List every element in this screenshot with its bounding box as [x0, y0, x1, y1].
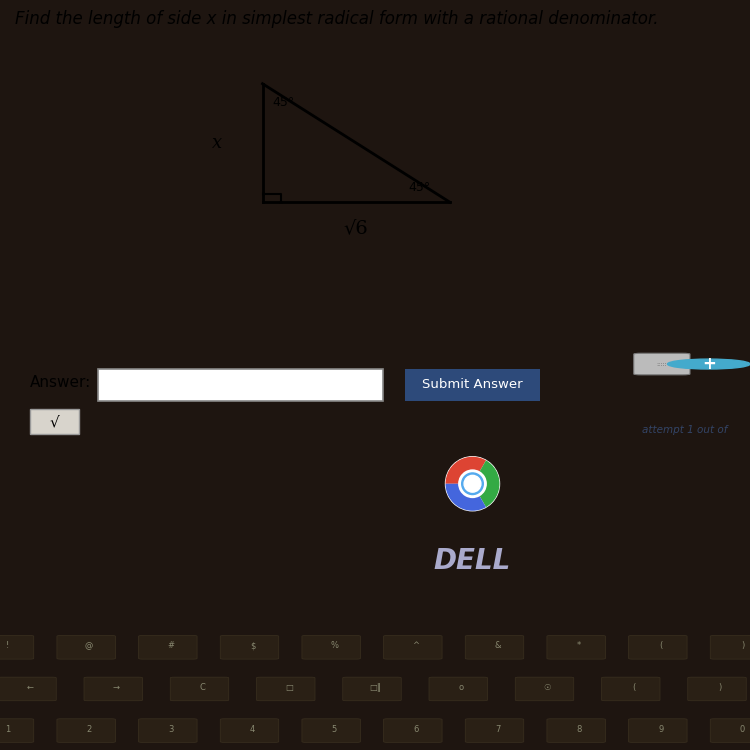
- Text: $: $: [250, 641, 255, 650]
- Text: o: o: [459, 683, 464, 692]
- Bar: [98, 368, 382, 401]
- Text: %: %: [330, 641, 338, 650]
- Text: 9: 9: [658, 724, 664, 734]
- FancyBboxPatch shape: [710, 635, 750, 659]
- Bar: [405, 368, 540, 401]
- Text: ^: ^: [413, 641, 419, 650]
- Circle shape: [462, 473, 483, 494]
- Text: 2: 2: [86, 724, 92, 734]
- FancyBboxPatch shape: [139, 635, 197, 659]
- Text: @: @: [85, 641, 93, 650]
- FancyBboxPatch shape: [220, 718, 279, 742]
- Text: √: √: [50, 414, 60, 429]
- FancyBboxPatch shape: [628, 718, 687, 742]
- Text: 45°: 45°: [272, 96, 295, 109]
- Text: &: &: [494, 641, 501, 650]
- Text: Submit Answer: Submit Answer: [422, 378, 523, 392]
- Text: Find the length of side x in simplest radical form with a rational denominator.: Find the length of side x in simplest ra…: [15, 10, 658, 28]
- FancyBboxPatch shape: [688, 677, 746, 700]
- Text: ): ): [741, 641, 744, 650]
- Text: ): ): [718, 683, 722, 692]
- Circle shape: [446, 457, 500, 511]
- FancyBboxPatch shape: [628, 635, 687, 659]
- Text: C: C: [200, 683, 206, 692]
- Text: □‖: □‖: [369, 683, 381, 692]
- FancyBboxPatch shape: [84, 677, 142, 700]
- FancyBboxPatch shape: [0, 677, 56, 700]
- FancyBboxPatch shape: [429, 677, 488, 700]
- Text: 5: 5: [332, 724, 337, 734]
- FancyBboxPatch shape: [515, 677, 574, 700]
- FancyBboxPatch shape: [465, 635, 524, 659]
- FancyBboxPatch shape: [256, 677, 315, 700]
- FancyBboxPatch shape: [57, 718, 116, 742]
- Text: !: !: [6, 641, 9, 650]
- FancyBboxPatch shape: [547, 718, 605, 742]
- FancyBboxPatch shape: [383, 718, 442, 742]
- Wedge shape: [480, 460, 500, 507]
- Text: 7: 7: [495, 724, 500, 734]
- FancyBboxPatch shape: [710, 718, 750, 742]
- FancyBboxPatch shape: [302, 718, 361, 742]
- Text: (: (: [632, 683, 635, 692]
- Text: 45°: 45°: [409, 181, 431, 194]
- FancyBboxPatch shape: [0, 635, 34, 659]
- Text: attempt 1 out of: attempt 1 out of: [642, 425, 728, 435]
- FancyBboxPatch shape: [383, 635, 442, 659]
- Text: DELL: DELL: [433, 547, 512, 574]
- Text: 4: 4: [250, 724, 255, 734]
- Text: +: +: [702, 355, 715, 373]
- Text: #: #: [167, 641, 174, 650]
- Wedge shape: [446, 457, 486, 484]
- Text: 6: 6: [413, 724, 419, 734]
- FancyBboxPatch shape: [170, 677, 229, 700]
- Text: :::::: :::::: [656, 362, 667, 367]
- Text: Answer:: Answer:: [30, 374, 92, 389]
- FancyBboxPatch shape: [220, 635, 279, 659]
- Text: 1: 1: [4, 724, 10, 734]
- Text: 0: 0: [740, 724, 745, 734]
- FancyBboxPatch shape: [0, 718, 34, 742]
- Circle shape: [668, 359, 750, 369]
- Text: (: (: [659, 641, 662, 650]
- Text: ←: ←: [26, 683, 34, 692]
- Bar: [30, 409, 79, 434]
- FancyBboxPatch shape: [139, 718, 197, 742]
- FancyBboxPatch shape: [57, 635, 116, 659]
- Text: √6: √6: [344, 220, 369, 238]
- Circle shape: [464, 476, 481, 492]
- FancyBboxPatch shape: [465, 718, 524, 742]
- Text: 3: 3: [168, 724, 173, 734]
- Text: □: □: [285, 683, 292, 692]
- Text: ☉: ☉: [544, 683, 551, 692]
- FancyBboxPatch shape: [602, 677, 660, 700]
- FancyBboxPatch shape: [547, 635, 605, 659]
- Text: 8: 8: [577, 724, 582, 734]
- FancyBboxPatch shape: [634, 353, 690, 375]
- Wedge shape: [446, 484, 486, 511]
- Text: →: →: [112, 683, 120, 692]
- FancyBboxPatch shape: [302, 635, 361, 659]
- Text: *: *: [577, 641, 581, 650]
- Text: x: x: [212, 134, 223, 152]
- FancyBboxPatch shape: [343, 677, 401, 700]
